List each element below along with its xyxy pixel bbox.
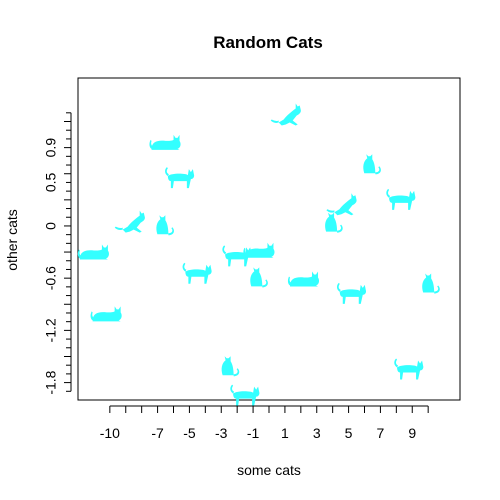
cat-point: [386, 188, 416, 210]
cat-point: [77, 244, 109, 260]
cat-point: [230, 384, 260, 406]
cat-point: [422, 273, 440, 294]
y-tick-label: 0: [43, 222, 59, 230]
cat-point: [114, 210, 145, 233]
cat-point: [165, 167, 195, 189]
cat-point: [325, 212, 343, 233]
plot-frame: [77, 77, 461, 401]
cat-point: [363, 154, 381, 175]
x-tick-label: 7: [377, 425, 385, 441]
cat-point: [326, 193, 357, 216]
cat-point: [287, 271, 320, 287]
cat-point: [149, 134, 181, 150]
y-tick-label: -1.8: [43, 370, 59, 394]
x-tick-label: 5: [345, 425, 353, 441]
y-tick-label: -0.6: [43, 266, 59, 290]
y-axis-label: other cats: [4, 209, 20, 270]
x-tick-label: 9: [408, 425, 416, 441]
cat-point: [394, 358, 424, 380]
cat-point: [270, 103, 301, 126]
cat-points: [77, 103, 440, 406]
x-axis-label: some cats: [237, 462, 301, 478]
cat-point: [156, 215, 174, 236]
cat-point: [250, 267, 268, 288]
x-tick-label: 1: [281, 425, 289, 441]
x-tick-label: -7: [151, 425, 164, 441]
cat-point: [90, 306, 122, 322]
x-tick-label: -10: [100, 425, 120, 441]
chart-title: Random Cats: [213, 33, 323, 52]
x-axis: -10 -7 -5 -3 -1 1 3 5 7 9: [100, 405, 429, 441]
x-tick-label: 3: [313, 425, 321, 441]
y-tick-label: -1.2: [43, 318, 59, 342]
y-tick-label: 0.5: [43, 172, 59, 192]
y-tick-label: 0.9: [43, 138, 59, 158]
cat-point: [182, 262, 212, 284]
cat-point: [336, 282, 367, 304]
cat-point: [221, 356, 240, 377]
y-axis: -1.8 -1.2 -0.6 0 0.5 0.9: [43, 112, 72, 395]
x-tick-label: -1: [247, 425, 260, 441]
x-tick-label: -3: [215, 425, 228, 441]
x-tick-label: -5: [183, 425, 196, 441]
